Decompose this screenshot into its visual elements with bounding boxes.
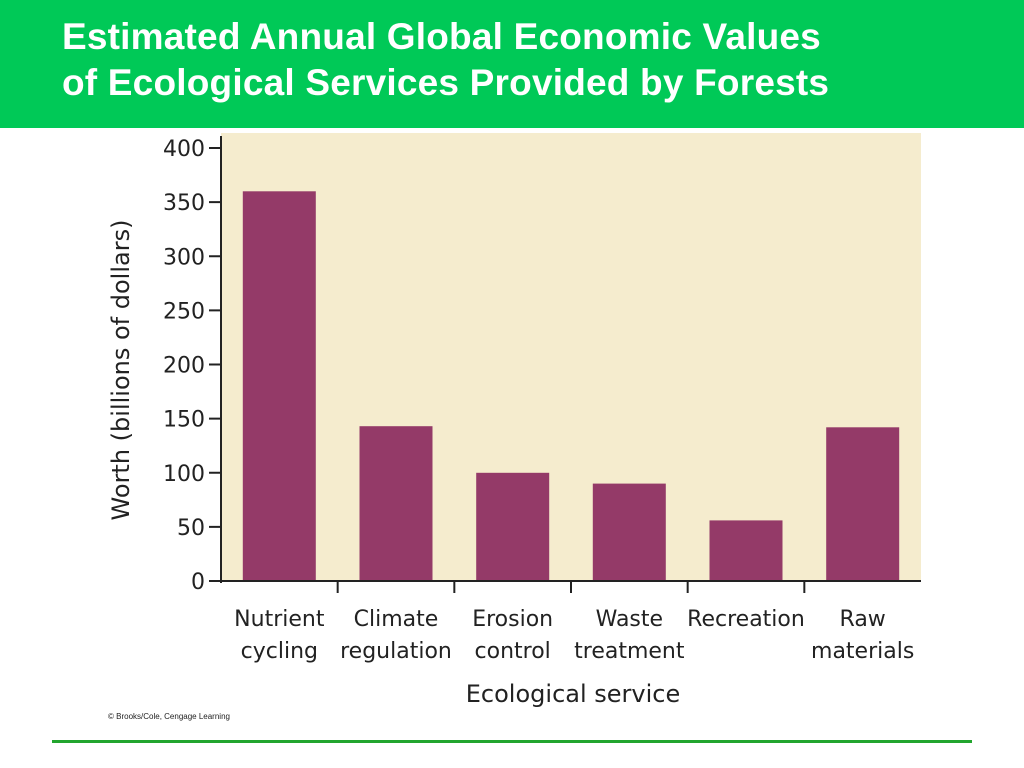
y-tick-label-0: 0 bbox=[191, 570, 205, 595]
plot-background bbox=[221, 133, 921, 581]
y-tick-label-6: 300 bbox=[163, 245, 205, 270]
bar-0 bbox=[242, 191, 316, 582]
y-tick-label-1: 50 bbox=[177, 516, 205, 541]
category-label-3: Waste treatment bbox=[574, 607, 685, 664]
bar-4 bbox=[709, 520, 783, 581]
slide-title: Estimated Annual Global Economic Values … bbox=[62, 14, 1002, 106]
y-tick-label-3: 150 bbox=[163, 408, 205, 433]
category-label-2: Erosion control bbox=[472, 607, 553, 664]
category-label-4: Recreation bbox=[687, 607, 805, 632]
chart-figure: 0 50 100 150 200 250 300 350 400 Nutrient cycling… bbox=[103, 128, 921, 726]
slide-title-line-2: of Ecological Services Provided by Fores… bbox=[62, 62, 830, 103]
y-tick-label-5: 250 bbox=[163, 299, 205, 324]
bar-5 bbox=[826, 427, 900, 581]
y-tick-label-4: 200 bbox=[163, 354, 205, 379]
x-axis-title: Ecological service bbox=[466, 680, 680, 708]
y-tick-label-7: 350 bbox=[163, 191, 205, 216]
slide-title-line-1: Estimated Annual Global Economic Values bbox=[62, 16, 821, 57]
category-label-5: Raw materials bbox=[811, 607, 914, 664]
category-label-0: Nutrient cycling bbox=[234, 607, 325, 664]
bar-3 bbox=[592, 483, 666, 581]
bar-chart: 0 50 100 150 200 250 300 350 400 Nutrient cycling… bbox=[107, 133, 921, 708]
footer-rule bbox=[52, 740, 972, 743]
bar-2 bbox=[476, 472, 550, 582]
slide-header: Estimated Annual Global Economic Values … bbox=[0, 0, 1024, 128]
y-tick-label-2: 100 bbox=[163, 462, 205, 487]
y-tick-label-8: 400 bbox=[163, 137, 205, 162]
category-label-1: Climate regulation bbox=[340, 607, 452, 664]
bar-1 bbox=[359, 426, 433, 581]
y-axis-title: Worth (billions of dollars) bbox=[107, 220, 135, 521]
copyright-credit: © Brooks/Cole, Cengage Learning bbox=[108, 712, 230, 721]
